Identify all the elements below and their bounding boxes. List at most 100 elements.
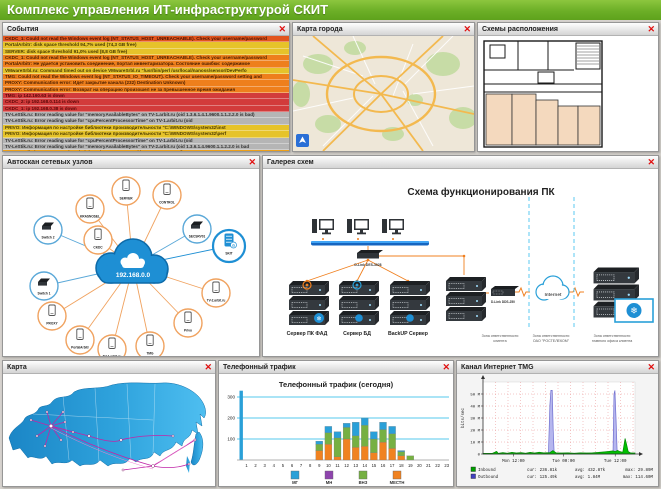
y-tick-label: 200 (227, 416, 235, 421)
network-node[interactable]: Switch 1 (29, 271, 59, 301)
gallery-viewport: Схема функционирования ПК (263, 169, 658, 356)
network-links (30, 411, 196, 471)
network-node[interactable]: TV-2.arbit.ru (201, 278, 231, 308)
event-row[interactable]: TMG: ip 142.160.63 is down (3, 93, 289, 100)
event-row[interactable]: TV-LeStik.ru: Error reading value for "c… (3, 118, 289, 125)
legend-swatch (470, 466, 476, 472)
y-tick-label: 40 M (470, 406, 480, 410)
event-row[interactable]: PROXY: Communication error: Идет закрыти… (3, 80, 289, 87)
phone-icon (184, 311, 192, 323)
stat-max: max: 29.89M (625, 469, 653, 473)
floor-plan-title: Схемы расположения (482, 26, 558, 33)
floor-plan-panel: Схемы расположения ✕ (477, 22, 659, 152)
event-row[interactable]: TMG: Could not read the Windows event lo… (3, 74, 289, 81)
event-row[interactable]: TV-LeStik.ru: Error reading value for "m… (3, 143, 289, 151)
event-row[interactable]: PRIVO: Failed to connect to the administ… (3, 150, 289, 151)
x-tick-label: 12 (344, 463, 349, 468)
autoscan-canvas[interactable]: 192.168.0.0 Switch 2 KRASNOSEL SERVER CONTRO… (3, 169, 259, 356)
legend-label: Inbound (478, 468, 496, 473)
close-icon[interactable]: ✕ (647, 157, 655, 167)
close-icon[interactable]: ✕ (463, 24, 471, 34)
close-icon[interactable]: ✕ (204, 362, 212, 372)
network-node[interactable]: KRASNOSEL (75, 194, 105, 224)
network-node[interactable]: CKDC (83, 225, 113, 255)
event-row[interactable]: PROXY: Communication error: Возврат на о… (3, 86, 289, 94)
bar-segment (342, 427, 351, 440)
close-icon[interactable]: ✕ (647, 24, 655, 34)
autoscan-titlebar[interactable]: Автоскан сетевых узлов ✕ (3, 156, 259, 169)
russia-map-titlebar[interactable]: Карта ✕ (3, 361, 215, 374)
city-map-image (293, 36, 474, 151)
axis-arrow (639, 452, 643, 456)
region-borders (32, 383, 156, 463)
event-row[interactable]: TV-LeStik.ru: Error reading value for "m… (3, 112, 289, 119)
bar-segment (315, 440, 323, 445)
bar-segment (315, 444, 323, 451)
bar-segment (379, 422, 387, 430)
network-node[interactable]: CONTROL (152, 180, 182, 210)
network-node[interactable]: SECSRV01 (182, 214, 212, 244)
city-map-titlebar[interactable]: Карта города ✕ (293, 23, 474, 36)
close-icon[interactable]: ✕ (248, 157, 256, 167)
network-node[interactable]: TMG (135, 331, 165, 356)
close-icon[interactable]: ✕ (647, 362, 655, 372)
node-label: PortalArbitr (71, 346, 89, 350)
network-node[interactable]: Privo (173, 308, 203, 338)
node-label: CKDC (93, 246, 103, 250)
switch-icon (42, 222, 54, 226)
bar-segment (379, 442, 387, 461)
event-row[interactable]: CKDC_1: ip 192.168.0.38 is down (3, 105, 289, 113)
event-row[interactable]: CKDC_1: Could not read the Windows event… (3, 55, 289, 62)
network-node[interactable]: PROXY (37, 301, 67, 331)
network-node[interactable]: SERVER (111, 176, 141, 206)
y-tick-label: 20 M (470, 430, 480, 434)
network-node[interactable]: PortalArbitr (65, 325, 95, 355)
city-map-panel: Карта города ✕ (292, 22, 475, 152)
event-row[interactable]: TV-LeStik.ru: Error reading value for "c… (3, 137, 289, 144)
server-label: Сервер ПК ФАД (287, 331, 328, 337)
bar-segment (324, 444, 333, 461)
x-tick-label: 3 (264, 463, 267, 468)
stat-cur: cur: 125.49k (527, 475, 558, 480)
event-row[interactable]: PRIVO: Информация по настройке библиотек… (3, 124, 289, 132)
gallery-titlebar[interactable]: Галерея схем ✕ (263, 156, 658, 169)
internet-channel-panel: Канал Интернет TMG ✕ 0 10 M 20 M 30 M 40 M 50… (456, 360, 659, 487)
legend-item: МЕСТН (390, 470, 404, 485)
event-row[interactable]: SERVER: disk space threshold 91,0% used … (3, 48, 289, 56)
x-tick-label: 13 (353, 463, 358, 468)
x-tick-label: 18 (399, 463, 404, 468)
events-panel-titlebar[interactable]: События ✕ (3, 23, 289, 36)
x-tick-label: 1 (245, 463, 248, 468)
wan-links (515, 286, 584, 298)
event-row[interactable]: VMwareSrbl.ru: Command timed out on devi… (3, 67, 289, 75)
event-row[interactable]: PRIVO: Информация по настройке библиотек… (3, 131, 289, 138)
node-label: SERVER (119, 197, 133, 201)
network-node[interactable]: TV-1.arbit.ru (97, 334, 127, 356)
legend-label: МН (326, 480, 333, 485)
gallery-title: Галерея схем (267, 159, 314, 166)
y-tick-label: 30 M (470, 418, 480, 422)
floor-plan-titlebar[interactable]: Схемы расположения ✕ (478, 23, 658, 36)
phone-icon (212, 281, 220, 293)
x-tick-label: 19 (408, 463, 413, 468)
diagram-title: Схема функционирования ПК (407, 186, 555, 198)
bar-segment (352, 447, 360, 461)
y-tick-label: 10 M (470, 442, 480, 446)
network-node[interactable]: ⚙SKIT (211, 228, 247, 264)
close-icon[interactable]: ✕ (278, 24, 286, 34)
antivirus-icon: ❄ (314, 313, 324, 323)
event-row[interactable]: PortalArbitr: disk space threshold 94,7%… (3, 42, 289, 49)
close-icon[interactable]: ✕ (442, 362, 450, 372)
server-label: Сервер БД (343, 331, 371, 337)
events-panel-title: События (7, 26, 39, 33)
event-row[interactable]: CKDC_2: ip 192.168.0.114 is down (3, 99, 289, 106)
phone-traffic-titlebar[interactable]: Телефонный трафик ✕ (219, 361, 453, 374)
event-row[interactable]: PortalArbitr: Не удается установить соед… (3, 61, 289, 68)
legend-swatch (470, 473, 476, 479)
internet-channel-titlebar[interactable]: Канал Интернет TMG ✕ (457, 361, 658, 374)
network-node[interactable]: Switch 2 (33, 215, 63, 245)
node-label: PROXY (46, 322, 58, 326)
city-map-viewport[interactable] (293, 36, 474, 151)
event-row[interactable]: CKDC_1: Could not read the Windows event… (3, 36, 289, 43)
modem-label: D-Link DDS-250 (491, 300, 515, 304)
